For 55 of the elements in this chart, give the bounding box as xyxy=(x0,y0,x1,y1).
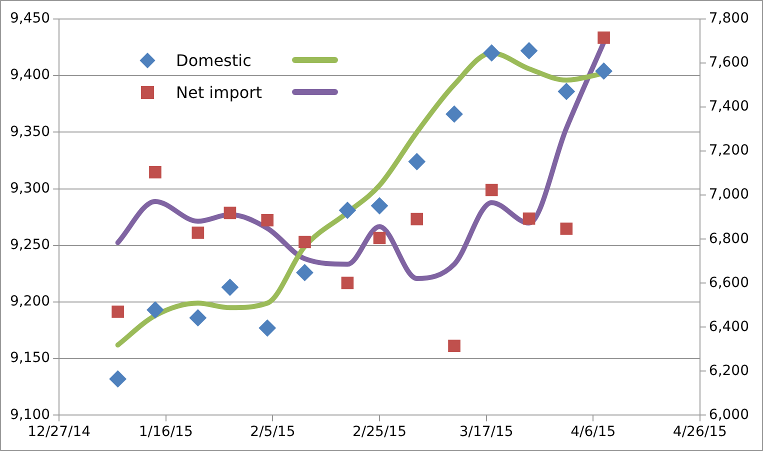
point xyxy=(598,32,610,44)
point xyxy=(448,340,460,352)
y2-tick-label: 7,600 xyxy=(708,54,750,71)
point xyxy=(408,153,426,170)
x-tick-label: 4/26/15 xyxy=(672,424,727,440)
y2-tick-label: 6,800 xyxy=(708,230,750,247)
y2-tick-label: 7,800 xyxy=(708,10,750,27)
y-tick-label: 9,100 xyxy=(10,406,50,423)
point xyxy=(189,309,206,326)
point xyxy=(112,306,124,318)
legend-label: Net import xyxy=(176,82,262,102)
x-tick-label: 4/6/15 xyxy=(570,424,616,440)
y2-tick-label: 6,200 xyxy=(708,362,750,379)
point xyxy=(595,62,612,80)
point xyxy=(192,226,204,239)
x-tick-label: 2/25/15 xyxy=(352,424,406,440)
x-tick-label: 12/27/14 xyxy=(28,424,91,440)
y-tick-label: 9,400 xyxy=(10,67,50,84)
y-tick-label: 9,300 xyxy=(10,180,50,196)
point xyxy=(520,42,538,60)
y2-tick-label: 7,400 xyxy=(708,98,750,115)
y2-tick-label: 7,200 xyxy=(708,142,750,159)
point xyxy=(298,236,311,248)
point xyxy=(522,212,536,225)
point xyxy=(558,82,575,100)
y2-tick-label: 6,000 xyxy=(708,406,750,423)
point xyxy=(485,184,498,196)
y-tick-label: 9,200 xyxy=(10,294,50,310)
y2-tick-label: 6,600 xyxy=(708,274,750,291)
point xyxy=(258,320,276,337)
y-tick-label: 9,450 xyxy=(10,10,50,27)
x-tick-label: 1/16/15 xyxy=(138,424,193,440)
point xyxy=(373,232,386,244)
point xyxy=(149,166,162,178)
point xyxy=(371,197,388,214)
legend-label: Domestic xyxy=(176,50,252,70)
y2-tick-label: 7,000 xyxy=(708,186,750,203)
point xyxy=(109,370,126,388)
y-tick-label: 9,250 xyxy=(10,237,50,254)
x-tick-label: 2/5/15 xyxy=(250,424,296,440)
point xyxy=(560,222,573,235)
y-tick-label: 9,350 xyxy=(10,124,50,140)
point xyxy=(446,106,463,123)
point xyxy=(221,278,238,296)
point xyxy=(296,264,314,282)
point xyxy=(341,276,354,290)
y2-tick-label: 6,400 xyxy=(708,318,750,335)
point xyxy=(261,214,274,226)
point xyxy=(146,301,164,318)
y-tick-label: 9,150 xyxy=(10,350,50,366)
point xyxy=(338,202,356,219)
point xyxy=(224,206,236,220)
point xyxy=(410,212,424,226)
x-tick-label: 3/17/15 xyxy=(459,424,514,440)
point xyxy=(483,44,500,62)
